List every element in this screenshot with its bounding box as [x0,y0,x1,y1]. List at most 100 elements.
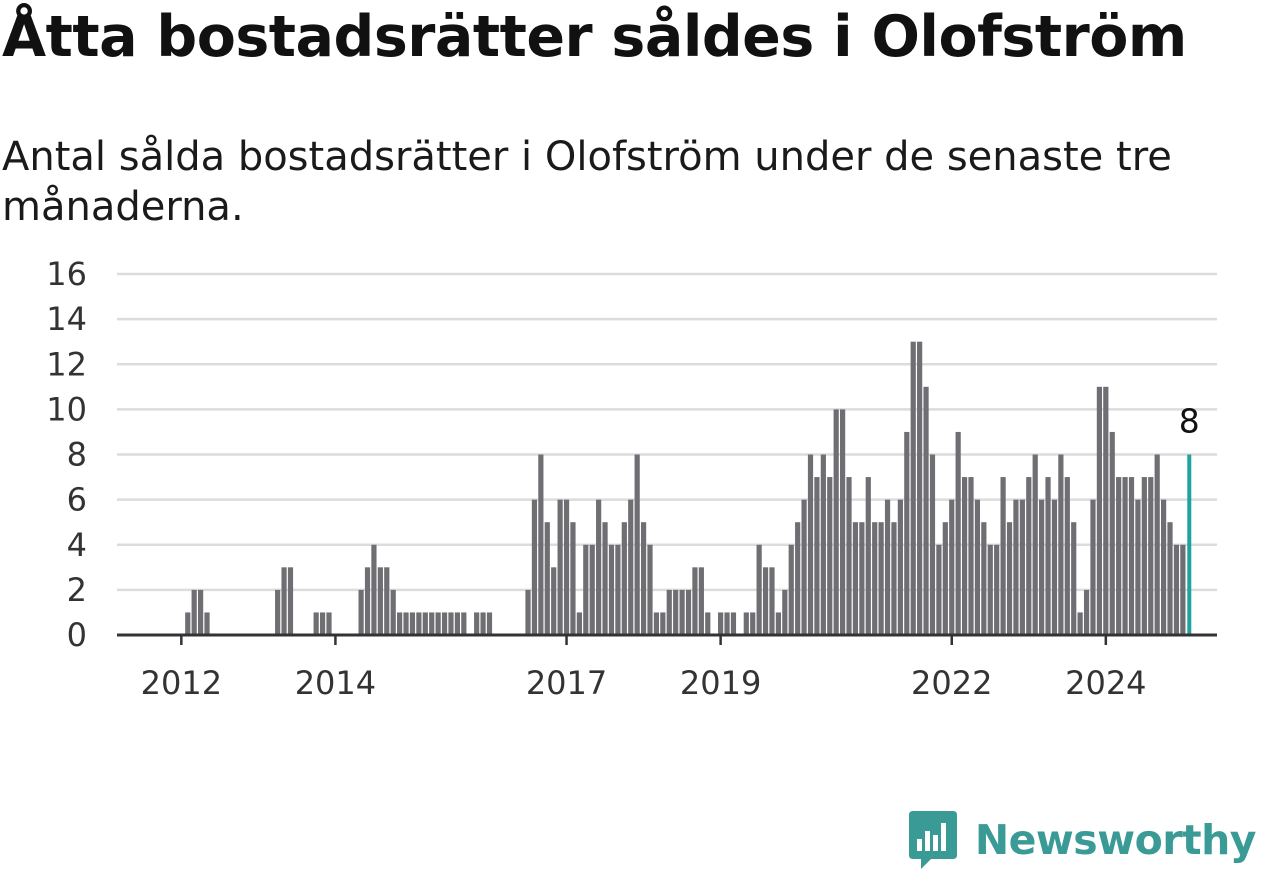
bar [923,386,929,635]
bar [480,612,486,635]
bar [961,477,968,635]
bar [384,567,390,635]
bar [1109,431,1115,635]
bar [416,612,422,635]
bar [827,477,833,635]
bar [198,589,204,636]
x-tick-label: 2024 [1065,664,1146,702]
bar [1071,522,1077,635]
bar [653,612,660,635]
bar [364,567,371,635]
bar [538,454,544,635]
x-tick-label: 2012 [141,664,222,702]
bar [551,567,557,635]
bar [814,477,820,635]
bar [679,589,685,636]
bar [204,612,210,635]
bar [743,612,749,635]
bar [1161,499,1167,636]
bar [788,544,794,635]
bar [872,522,878,635]
bar [377,567,383,635]
bar [1154,454,1160,635]
bar [461,612,467,635]
bar [891,522,897,635]
bar [1000,477,1006,635]
newsworthy-logo-icon [908,811,957,869]
bar [486,612,493,635]
x-tick-label: 2014 [295,664,376,702]
bar-latest [1187,454,1192,635]
bar [987,544,993,635]
bar [1148,477,1154,635]
bar [1058,454,1064,635]
y-tick-label: 16 [46,255,87,293]
x-tick-label: 2022 [911,664,992,702]
bar [570,522,576,635]
x-axis-ticks: 2012 2014 2017 2019 2022 2024 [141,635,1147,702]
bar [1032,454,1038,635]
bar [1167,522,1173,635]
bar [1019,499,1025,636]
bar [981,522,987,635]
bar [525,589,531,636]
bar [897,499,903,636]
bar [326,612,332,635]
bar [1006,522,1013,635]
x-tick-label: 2017 [526,664,607,702]
bar [615,544,621,635]
bar [1116,477,1122,635]
bar [1141,477,1147,635]
y-tick-label: 0 [67,616,87,654]
bar [454,612,460,635]
brand-name: Newsworthy [974,816,1257,864]
data-labels: 8 [1179,402,1200,441]
bar [820,454,826,635]
bar [846,477,852,635]
bar [718,612,724,635]
bar [1122,477,1128,635]
latest-value-label: 8 [1179,402,1200,441]
bar [801,499,807,636]
bar [865,477,871,635]
bar [628,499,634,636]
bar [403,612,409,635]
bar [852,522,859,635]
grid-lines [117,272,1217,592]
bar [1051,499,1058,636]
bar [666,589,672,636]
bar [910,341,916,635]
bar [724,612,730,635]
bar [929,454,936,635]
bar [448,612,454,635]
bar [859,522,865,635]
bar [730,612,737,635]
bar [1013,499,1019,636]
bar [191,589,197,636]
bar [313,612,319,635]
bar [358,589,364,636]
bar [750,612,756,635]
y-tick-label: 4 [67,526,87,564]
brand-logo: Newsworthy [908,811,1257,869]
bar [762,567,769,635]
bar [1064,477,1070,635]
bar [833,409,839,636]
bar-series [185,341,1192,636]
bar [544,522,550,635]
y-tick-label: 14 [46,300,87,338]
bar [949,499,955,636]
bar [429,612,435,635]
bar [756,544,762,635]
bar [390,589,396,636]
bar [775,612,781,635]
chart-title: Åtta bostadsrätter såldes i Olofström [2,4,1187,70]
bar [441,612,448,635]
bar [955,431,961,635]
bar [904,431,910,635]
y-tick-label: 12 [46,345,87,383]
bar [1180,544,1186,635]
bar [185,612,191,635]
bar [1173,544,1180,635]
bar [563,499,570,636]
